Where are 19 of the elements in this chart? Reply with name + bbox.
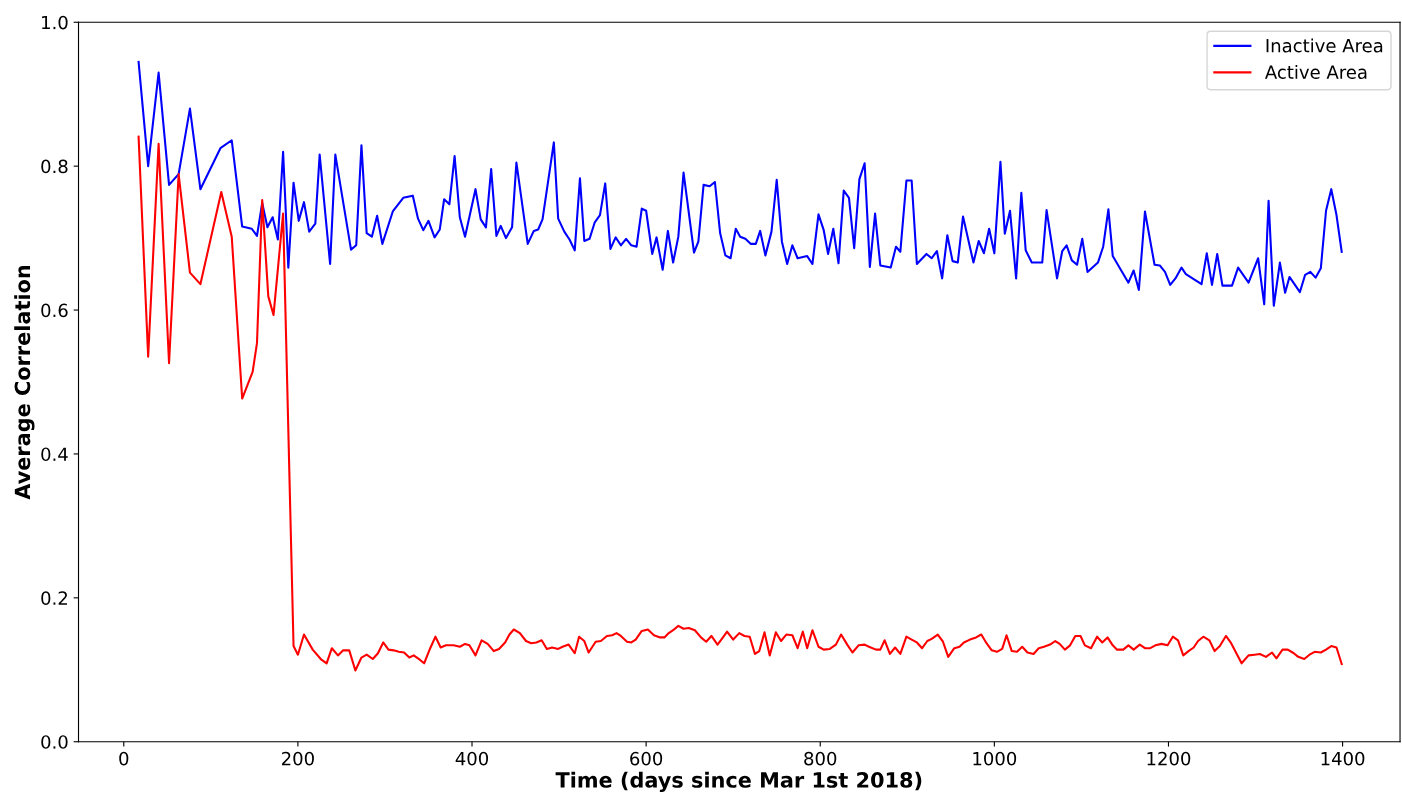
y-tick-label: 0.4 [41,447,68,462]
legend-label: Active Area [1265,65,1367,79]
y-axis-title: Average Correlation [14,265,35,500]
y-tick-label: 0.8 [41,159,68,174]
x-tick-label: 800 [804,751,837,766]
y-tick-label: 0.6 [41,303,68,318]
line-series [137,135,1343,672]
y-tick-label: 0.0 [41,735,68,749]
x-tick-label: 1400 [1321,751,1365,766]
x-tick-label: 1200 [1147,751,1191,766]
y-tick-label: 0.2 [41,591,67,605]
x-tick-label: 600 [630,751,663,766]
x-tick-label: 400 [455,751,489,766]
x-tick-label: 200 [281,751,314,766]
y-tick-label: 1.0 [42,15,68,30]
x-axis-title: Time (days since Mar 1st 2018) [555,771,922,793]
x-tick-label: 0 [119,751,129,766]
legend-label: Inactive Area [1266,38,1383,53]
x-tick-label: 1000 [973,751,1017,766]
